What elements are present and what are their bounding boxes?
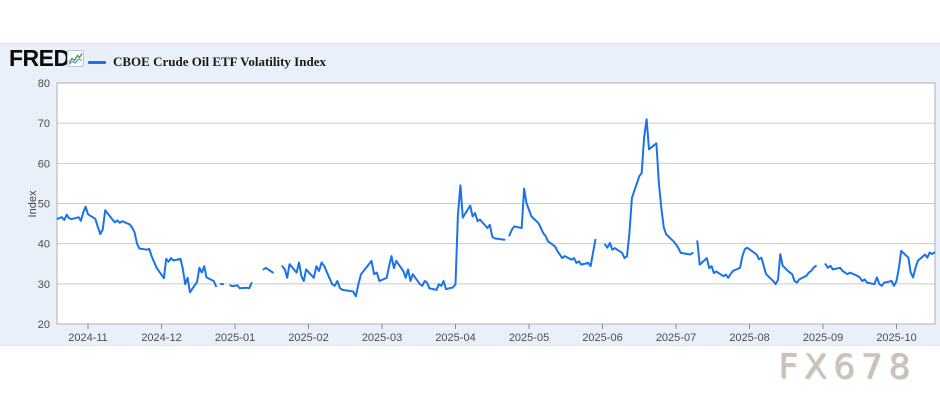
chart-panel: 20 30 40 50 60 70 80 2024-11 2024-12 2025-01 2025-…: [0, 43, 940, 346]
fred-logo-text: FRED: [9, 45, 70, 71]
series-line-0[interactable]: [56, 118, 936, 298]
legend-line-swatch: [88, 60, 106, 64]
y-tick-label-30: 30: [38, 279, 50, 291]
fred-logo[interactable]: FRED®: [9, 45, 75, 76]
x-tick-label-2025-02: 2025-02: [288, 332, 328, 344]
y-tick-label-50: 50: [38, 199, 50, 211]
x-tick-label-2025-01: 2025-01: [215, 332, 255, 344]
volatility-chart[interactable]: 20 30 40 50 60 70 80 2024-11 2024-12 2025-01 2025-…: [0, 44, 940, 347]
x-tick-label-2025-05: 2025-05: [509, 332, 549, 344]
y-tick-label-80: 80: [38, 78, 50, 90]
legend-series-label[interactable]: CBOE Crude Oil ETF Volatility Index: [113, 54, 326, 69]
x-tick-label-2025-03: 2025-03: [362, 332, 402, 344]
watermark-fx678: FX678: [778, 347, 916, 387]
x-tick-label-2024-12: 2024-12: [141, 332, 181, 344]
x-tick-label-2025-08: 2025-08: [729, 332, 769, 344]
x-tick-label-2024-11: 2024-11: [68, 332, 108, 344]
x-tick-label-2025-06: 2025-06: [582, 332, 622, 344]
x-tick-label-2025-04: 2025-04: [435, 332, 475, 344]
fred-graph-icon: [67, 50, 84, 67]
plot-border: [56, 82, 936, 325]
y-tick-label-70: 70: [38, 118, 50, 130]
y-tick-label-40: 40: [38, 239, 50, 251]
y-tick-label-60: 60: [38, 158, 50, 170]
x-tick-label-2025-10: 2025-10: [876, 332, 916, 344]
x-tick-label-2025-09: 2025-09: [803, 332, 843, 344]
y-tick-label-20: 20: [38, 319, 50, 331]
x-tick-label-2025-07: 2025-07: [656, 332, 696, 344]
y-axis-title: Index: [27, 190, 39, 217]
legend: CBOE Crude Oil ETF Volatility Index: [88, 54, 326, 70]
